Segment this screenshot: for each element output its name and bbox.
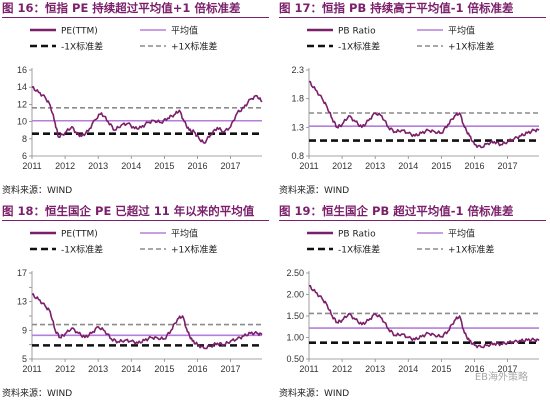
legend-label: +1X标准差 bbox=[171, 41, 217, 53]
x-tick-label: 2016 bbox=[464, 364, 484, 374]
title-divider bbox=[2, 220, 269, 221]
y-tick-label: 1.50 bbox=[286, 311, 304, 321]
x-tick-label: 2017 bbox=[221, 161, 241, 171]
line-chart: PE(TTM) 平均值 -1X标准差 +1X标准差 6 8 10 12 14 16 2011 2012… bbox=[17, 25, 263, 171]
legend-label: PB Ratio bbox=[338, 230, 376, 240]
legend-label: PB Ratio bbox=[338, 27, 376, 37]
source-note: 资料来源：WIND bbox=[279, 389, 350, 399]
legend-label: -1X标准差 bbox=[338, 41, 380, 53]
watermark-text: EB海外策略 bbox=[474, 372, 528, 383]
source-note: 资料来源：WIND bbox=[279, 186, 350, 196]
chart-panel-16: 图 16：恒指 PE 持续超过平均值+1 倍标准差 PE(TTM) 平均值 -1X标… bbox=[0, 0, 273, 200]
x-tick-label: 2011 bbox=[299, 364, 318, 374]
series-line bbox=[308, 284, 540, 349]
x-tick-label: 2011 bbox=[299, 161, 318, 171]
x-tick-label: 2017 bbox=[498, 364, 518, 374]
chart-title: 图 19：恒生国企 PB 超过平均值-1 倍标准差 bbox=[279, 204, 514, 218]
series-line bbox=[31, 293, 263, 350]
x-tick-label: 2014 bbox=[398, 364, 418, 374]
source-note: 资料来源：WIND bbox=[2, 186, 73, 196]
x-tick-label: 2014 bbox=[121, 364, 141, 374]
legend: PE(TTM) 平均值 -1X标准差 +1X标准差 bbox=[30, 228, 217, 256]
x-tick-label: 2012 bbox=[55, 161, 75, 171]
chart-title: 图 17：恒指 PB 持续高于平均值-1 倍标准差 bbox=[279, 1, 514, 15]
x-tick-label: 2016 bbox=[187, 161, 207, 171]
y-tick-label: 5 bbox=[22, 354, 27, 364]
x-tick-label: 2013 bbox=[365, 364, 385, 374]
legend-label: 平均值 bbox=[448, 25, 475, 37]
legend-label: +1X标准差 bbox=[171, 244, 217, 256]
y-tick-label: 8 bbox=[22, 134, 27, 144]
x-tick-label: 2011 bbox=[22, 161, 41, 171]
y-tick-label: 6 bbox=[22, 151, 27, 161]
legend-label: 平均值 bbox=[171, 228, 198, 240]
y-tick-label: 12 bbox=[17, 99, 27, 109]
x-tick-label: 2015 bbox=[431, 364, 451, 374]
x-tick-label: 2014 bbox=[398, 161, 418, 171]
y-tick-label: 16 bbox=[17, 65, 27, 75]
x-tick-label: 2013 bbox=[88, 161, 108, 171]
y-tick-label: 2.00 bbox=[286, 290, 304, 300]
y-tick-label: 1.00 bbox=[286, 333, 304, 343]
x-tick-label: 2013 bbox=[365, 161, 385, 171]
title-divider bbox=[2, 17, 269, 18]
legend-label: -1X标准差 bbox=[61, 41, 103, 53]
x-tick-label: 2012 bbox=[332, 161, 352, 171]
y-tick-label: 13 bbox=[17, 297, 27, 307]
chart-panel-19: 图 19：恒生国企 PB 超过平均值-1 倍标准差 PB Ratio 平均值 -1X… bbox=[277, 203, 550, 403]
chart-panel-18: 图 18：恒生国企 PE 已超过 11 年以来的平均值 PE(TTM) 平均值 -1… bbox=[0, 203, 273, 403]
legend-label: +1X标准差 bbox=[448, 244, 494, 256]
legend: PE(TTM) 平均值 -1X标准差 +1X标准差 bbox=[30, 25, 217, 53]
x-tick-label: 2012 bbox=[55, 364, 75, 374]
y-tick-label: 10 bbox=[17, 117, 27, 127]
legend-label: 平均值 bbox=[171, 25, 198, 37]
legend-label: PE(TTM) bbox=[61, 230, 98, 240]
legend-label: +1X标准差 bbox=[448, 41, 494, 53]
x-tick-label: 2017 bbox=[221, 364, 241, 374]
x-tick-label: 2014 bbox=[121, 161, 141, 171]
x-tick-label: 2016 bbox=[187, 364, 207, 374]
y-tick-label: 9 bbox=[22, 325, 27, 335]
y-tick-label: 0.50 bbox=[286, 354, 304, 364]
legend: PB Ratio 平均值 -1X标准差 +1X标准差 bbox=[307, 25, 494, 53]
chart-title: 图 18：恒生国企 PE 已超过 11 年以来的平均值 bbox=[2, 204, 255, 218]
x-tick-label: 2015 bbox=[431, 161, 451, 171]
y-tick-label: 0.8 bbox=[291, 151, 304, 161]
legend-label: PE(TTM) bbox=[61, 27, 98, 37]
chart-panel-17: 图 17：恒指 PB 持续高于平均值-1 倍标准差 PB Ratio 平均值 -1X… bbox=[277, 0, 550, 200]
x-tick-label: 2015 bbox=[154, 161, 174, 171]
y-tick-label: 1.3 bbox=[291, 122, 304, 132]
legend-label: -1X标准差 bbox=[338, 244, 380, 256]
line-chart: PE(TTM) 平均值 -1X标准差 +1X标准差 5 9 13 17 2011 2012 2013… bbox=[17, 228, 263, 374]
x-tick-label: 2013 bbox=[88, 364, 108, 374]
legend-label: 平均值 bbox=[448, 228, 475, 240]
x-tick-label: 2015 bbox=[154, 364, 174, 374]
x-tick-label: 2017 bbox=[498, 161, 518, 171]
series-line bbox=[308, 80, 540, 149]
y-tick-label: 2.50 bbox=[286, 268, 304, 278]
y-tick-label: 2.3 bbox=[291, 65, 304, 75]
y-tick-label: 14 bbox=[17, 82, 27, 92]
source-note: 资料来源：WIND bbox=[2, 389, 73, 399]
line-chart: PB Ratio 平均值 -1X标准差 +1X标准差 0.50 1.00 1.50 2.00 2… bbox=[286, 228, 540, 374]
x-tick-label: 2016 bbox=[464, 161, 484, 171]
legend: PB Ratio 平均值 -1X标准差 +1X标准差 bbox=[307, 228, 494, 256]
y-tick-label: 17 bbox=[17, 268, 27, 278]
legend-label: -1X标准差 bbox=[61, 244, 103, 256]
x-tick-label: 2011 bbox=[22, 364, 41, 374]
y-tick-label: 1.8 bbox=[291, 94, 304, 104]
title-divider bbox=[279, 220, 546, 221]
chart-title: 图 16：恒指 PE 持续超过平均值+1 倍标准差 bbox=[2, 1, 241, 15]
series-line bbox=[31, 86, 263, 144]
x-tick-label: 2012 bbox=[332, 364, 352, 374]
line-chart: PB Ratio 平均值 -1X标准差 +1X标准差 0.8 1.3 1.8 2.3 2011 2… bbox=[291, 25, 540, 171]
title-divider bbox=[279, 17, 546, 18]
